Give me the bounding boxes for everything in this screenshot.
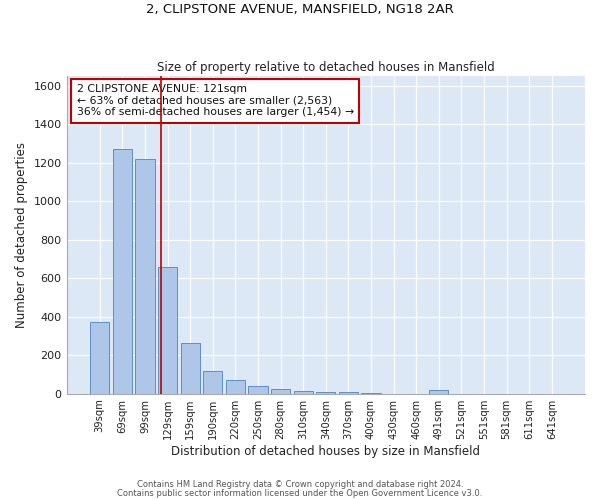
- Bar: [293, 391, 313, 394]
- Bar: [248, 386, 268, 394]
- Bar: [271, 390, 290, 394]
- Y-axis label: Number of detached properties: Number of detached properties: [15, 142, 28, 328]
- X-axis label: Distribution of detached houses by size in Mansfield: Distribution of detached houses by size …: [171, 444, 480, 458]
- Bar: [136, 159, 155, 394]
- Bar: [361, 392, 380, 394]
- Bar: [429, 390, 448, 394]
- Bar: [90, 322, 109, 394]
- Bar: [316, 392, 335, 394]
- Bar: [113, 149, 132, 394]
- Bar: [339, 392, 358, 394]
- Title: Size of property relative to detached houses in Mansfield: Size of property relative to detached ho…: [157, 60, 494, 74]
- Bar: [181, 342, 200, 394]
- Bar: [158, 266, 177, 394]
- Text: Contains public sector information licensed under the Open Government Licence v3: Contains public sector information licen…: [118, 488, 482, 498]
- Text: 2, CLIPSTONE AVENUE, MANSFIELD, NG18 2AR: 2, CLIPSTONE AVENUE, MANSFIELD, NG18 2AR: [146, 2, 454, 16]
- Text: Contains HM Land Registry data © Crown copyright and database right 2024.: Contains HM Land Registry data © Crown c…: [137, 480, 463, 489]
- Bar: [226, 380, 245, 394]
- Bar: [203, 370, 223, 394]
- Text: 2 CLIPSTONE AVENUE: 121sqm
← 63% of detached houses are smaller (2,563)
36% of s: 2 CLIPSTONE AVENUE: 121sqm ← 63% of deta…: [77, 84, 354, 117]
